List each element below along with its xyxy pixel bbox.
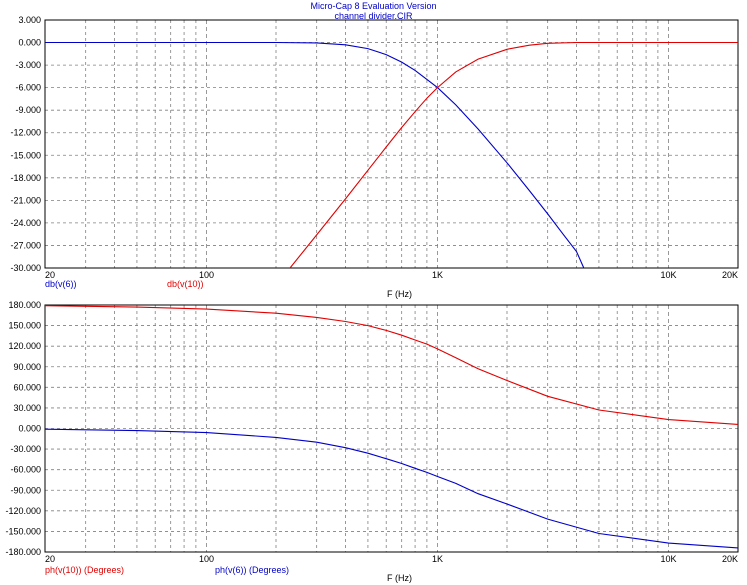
x-tick-label: 10K — [660, 270, 676, 280]
legend-label: ph(v(10)) (Degrees) — [45, 565, 124, 575]
y-tick-label: -12.000 — [10, 128, 41, 138]
series-line-2-1 — [45, 305, 738, 425]
x-axis-label: F (Hz) — [387, 573, 412, 583]
y-tick-label: -15.000 — [10, 150, 41, 160]
x-tick-label: 20K — [722, 554, 738, 564]
y-tick-label: 0.000 — [18, 424, 41, 434]
x-tick-label: 20 — [45, 554, 55, 564]
series-line-1-2 — [289, 41, 738, 268]
y-tick-label: -27.000 — [10, 240, 41, 250]
plot-frame — [44, 304, 739, 553]
plot-frame — [44, 19, 739, 269]
y-tick-label: -30.000 — [10, 263, 41, 273]
y-tick-label: -180.000 — [5, 547, 41, 557]
y-tick-label: 180.000 — [8, 300, 41, 310]
y-tick-label: -120.000 — [5, 506, 41, 516]
y-tick-label: -3.000 — [15, 60, 41, 70]
y-tick-label: -21.000 — [10, 195, 41, 205]
x-tick-label: 1K — [432, 554, 443, 564]
y-tick-label: 120.000 — [8, 341, 41, 351]
y-tick-label: 90.000 — [13, 362, 41, 372]
plot-panel-1 — [44, 19, 739, 269]
y-tick-label: 150.000 — [8, 321, 41, 331]
x-tick-label: 20K — [722, 270, 738, 280]
series-line-2-2 — [45, 428, 738, 549]
x-tick-label: 10K — [660, 554, 676, 564]
x-tick-label: 100 — [199, 270, 214, 280]
y-tick-label: -90.000 — [10, 485, 41, 495]
y-tick-label: 60.000 — [13, 382, 41, 392]
y-tick-label: -60.000 — [10, 465, 41, 475]
x-axis-label: F (Hz) — [387, 289, 412, 299]
window-title: Micro-Cap 8 Evaluation Version — [310, 1, 437, 11]
legend-label: ph(v(6)) (Degrees) — [215, 565, 289, 575]
x-tick-label: 1K — [432, 270, 443, 280]
y-tick-label: 0.000 — [18, 38, 41, 48]
y-tick-label: -18.000 — [10, 173, 41, 183]
plot-panel-2 — [44, 304, 739, 553]
y-tick-label: -30.000 — [10, 444, 41, 454]
y-tick-label: 30.000 — [13, 403, 41, 413]
y-tick-label: -9.000 — [15, 105, 41, 115]
y-tick-label: 3.000 — [18, 15, 41, 25]
y-tick-label: -150.000 — [5, 526, 41, 536]
legend-label: db(v(10)) — [167, 279, 204, 289]
series-line-1-1 — [45, 41, 585, 268]
y-tick-label: -6.000 — [15, 83, 41, 93]
x-tick-label: 20 — [45, 270, 55, 280]
y-tick-label: -24.000 — [10, 218, 41, 228]
x-tick-label: 100 — [199, 554, 214, 564]
legend-label: db(v(6)) — [45, 279, 77, 289]
file-name: channel divider.CIR — [334, 11, 413, 21]
